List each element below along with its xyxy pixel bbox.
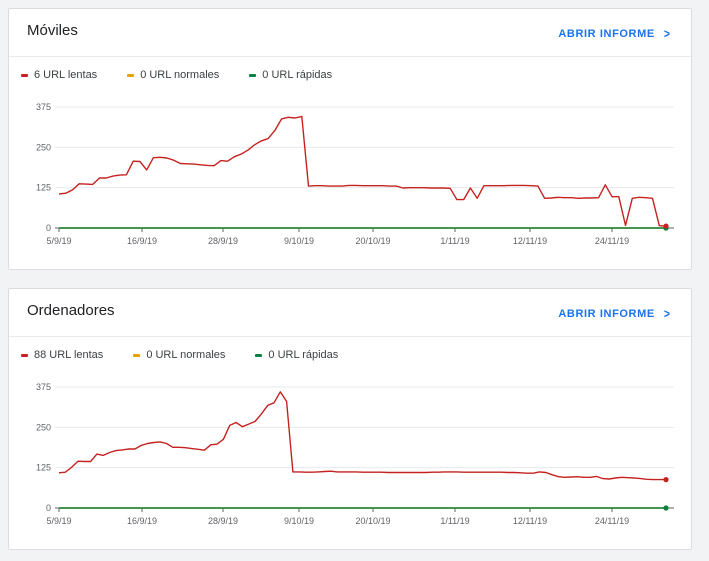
series-line <box>58 391 666 481</box>
x-tick-label: 24/11/19 <box>595 236 629 246</box>
y-tick-label: 0 <box>46 503 51 513</box>
y-tick-label: 375 <box>36 382 51 392</box>
y-tick-label: 125 <box>36 463 51 473</box>
x-tick-label: 5/9/19 <box>46 236 71 246</box>
legend-swatch <box>21 353 28 357</box>
legend-label: 0 URL rápidas <box>262 69 333 81</box>
legend-label: 0 URL rápidas <box>268 349 339 361</box>
x-tick-label: 1/11/19 <box>440 516 469 526</box>
legend-swatch <box>255 353 263 357</box>
open-report-button[interactable]: ABRIR INFORME > <box>558 306 671 321</box>
series-end-point <box>663 505 669 511</box>
y-tick-label: 250 <box>36 142 51 152</box>
x-tick-label: 9/10/19 <box>284 516 314 526</box>
chevron-right-icon: > <box>663 26 671 41</box>
x-tick-label: 1/11/19 <box>440 236 469 246</box>
series-line <box>58 115 667 227</box>
x-tick-label: 28/9/19 <box>208 516 238 526</box>
legend-item-fast[interactable]: 0 URL rápidas <box>249 69 332 81</box>
series-end-point <box>663 477 669 483</box>
legend-item-fast[interactable]: 0 URL rápidas <box>255 349 338 361</box>
x-tick-label: 12/11/19 <box>513 236 547 246</box>
x-tick-label: 24/11/19 <box>595 516 629 526</box>
desktop-card: Ordenadores ABRIR INFORME > 88 URL lenta… <box>8 288 692 550</box>
legend-item-moderate[interactable]: 0 URL normales <box>133 349 225 361</box>
legend-label: 0 URL normales <box>140 69 220 81</box>
legend-label: 6 URL lentas <box>34 69 98 81</box>
x-tick-label: 5/9/19 <box>46 516 71 526</box>
legend-swatch <box>249 73 257 77</box>
card-title: Ordenadores <box>27 302 115 319</box>
x-tick-label: 12/11/19 <box>513 516 547 526</box>
card-header: Ordenadores ABRIR INFORME > <box>9 289 691 337</box>
legend-swatch <box>21 73 28 77</box>
open-report-label: ABRIR INFORME <box>558 27 655 40</box>
legend-swatch <box>127 73 135 77</box>
open-report-label: ABRIR INFORME <box>558 307 655 320</box>
series-end-point <box>663 223 669 229</box>
chevron-right-icon: > <box>663 306 671 321</box>
legend: 6 URL lentas 0 URL normales 0 URL rápida… <box>21 69 362 81</box>
x-tick-label: 28/9/19 <box>208 236 238 246</box>
x-tick-label: 16/9/19 <box>127 516 157 526</box>
mobile-card: Móviles ABRIR INFORME > 6 URL lentas 0 U… <box>8 8 692 270</box>
open-report-button[interactable]: ABRIR INFORME > <box>558 26 671 41</box>
x-tick-label: 20/10/19 <box>355 236 390 246</box>
legend-swatch <box>133 353 141 357</box>
legend-item-moderate[interactable]: 0 URL normales <box>127 69 219 81</box>
mobile-chart: 0 125 250 375 5/9/19 16/9/19 28/9/19 9/10/19 20/… <box>36 102 674 246</box>
legend-item-slow[interactable]: 88 URL lentas <box>21 349 103 361</box>
legend-label: 88 URL lentas <box>34 349 104 361</box>
legend: 88 URL lentas 0 URL normales 0 URL rápid… <box>21 349 368 361</box>
y-tick-label: 250 <box>36 422 51 432</box>
legend-label: 0 URL normales <box>146 349 226 361</box>
legend-item-slow[interactable]: 6 URL lentas <box>21 69 97 81</box>
desktop-chart: 0 125 250 375 5/9/19 16/9/19 28/9/19 9/10/19 20/… <box>36 382 674 526</box>
y-tick-label: 125 <box>36 183 51 193</box>
card-title: Móviles <box>27 22 78 39</box>
x-tick-label: 20/10/19 <box>355 516 390 526</box>
y-tick-label: 0 <box>46 223 51 233</box>
y-tick-label: 375 <box>36 102 51 112</box>
x-tick-label: 9/10/19 <box>284 236 314 246</box>
x-tick-label: 16/9/19 <box>127 236 157 246</box>
card-header: Móviles ABRIR INFORME > <box>9 9 691 57</box>
